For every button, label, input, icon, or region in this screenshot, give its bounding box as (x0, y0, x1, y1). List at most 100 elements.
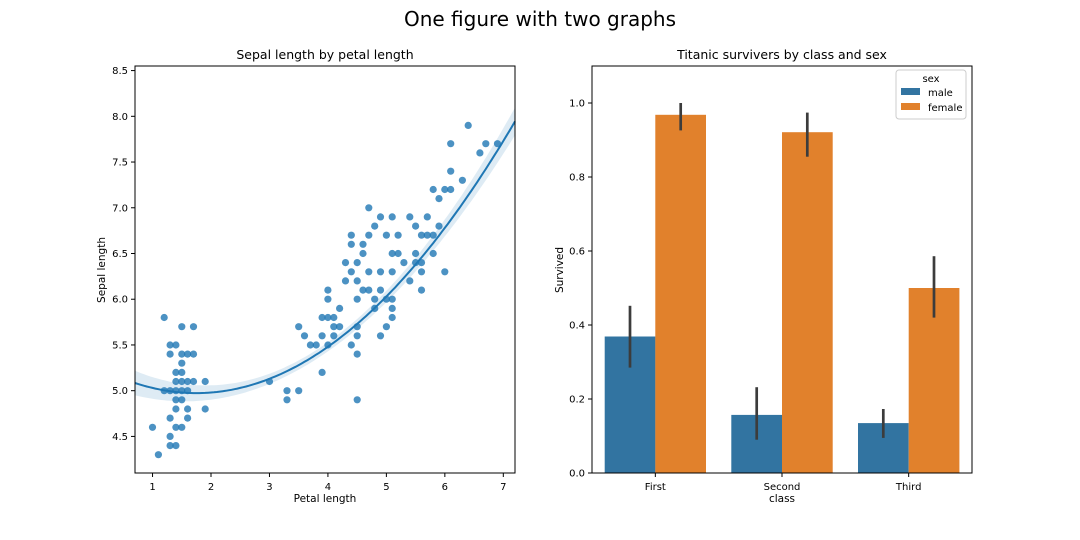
scatter-x-label: Petal length (294, 493, 357, 505)
scatter-point (365, 204, 373, 212)
scatter-point (172, 405, 180, 413)
scatter-point (417, 286, 426, 294)
legend-swatch-female (901, 103, 920, 110)
scatter-point (376, 332, 385, 340)
scatter-point (318, 332, 326, 340)
scatter-point (447, 140, 455, 148)
scatter-point (166, 341, 174, 349)
scatter-point (417, 268, 426, 276)
y-tick-label: 6.5 (112, 249, 128, 260)
scatter-point (318, 313, 326, 322)
scatter-point (172, 423, 180, 431)
scatter-point (458, 176, 466, 184)
scatter-points (148, 121, 502, 459)
y-tick-label: 0.4 (569, 321, 585, 332)
scatter-point (300, 332, 309, 340)
scatter-point (429, 249, 437, 258)
scatter-point (423, 213, 431, 221)
legend: sex male female (895, 69, 967, 120)
scatter-point (324, 341, 332, 349)
scatter-point (178, 323, 186, 331)
scatter-y-ticks: 4.5 5.0 5.5 6.0 6.5 7.0 7.5 8.0 8.5 (112, 66, 135, 443)
scatter-point (324, 295, 332, 303)
scatter-point (178, 396, 186, 404)
scatter-point (324, 286, 332, 294)
y-tick-label: 0.8 (569, 173, 585, 184)
scatter-point (388, 213, 396, 221)
scatter-point (435, 195, 443, 203)
scatter-point (429, 185, 437, 194)
x-tick-label: 3 (266, 482, 272, 493)
scatter-point (441, 268, 449, 276)
scatter-point (189, 377, 198, 386)
legend-title: sex (922, 74, 939, 85)
y-tick-label: 5.5 (112, 340, 128, 351)
scatter-point (166, 350, 174, 358)
scatter-point (312, 341, 320, 349)
y-tick-label: 8.0 (112, 112, 128, 123)
scatter-point (464, 121, 472, 129)
scatter-point (388, 268, 396, 276)
scatter-point (359, 249, 367, 258)
scatter-point (394, 231, 402, 239)
scatter-point (429, 231, 437, 239)
y-tick-label: 1.0 (569, 99, 585, 110)
scatter-point (353, 396, 361, 404)
y-tick-label: 4.5 (112, 432, 128, 443)
scatter-point (283, 387, 291, 395)
y-tick-label: 7.5 (112, 158, 128, 169)
x-tick-label: 1 (149, 482, 155, 493)
scatter-point (189, 350, 198, 358)
scatter-point (184, 377, 192, 386)
x-tick-label: 4 (325, 482, 331, 493)
scatter-point (359, 286, 367, 294)
scatter-axes-frame (134, 65, 516, 474)
scatter-point (406, 213, 414, 221)
scatter-point (347, 231, 355, 239)
scatter-point (184, 414, 192, 422)
fit-line (134, 120, 516, 395)
scatter-point (412, 249, 420, 258)
scatter-point (172, 396, 180, 404)
bar-y-label: Survived (554, 247, 566, 293)
scatter-point (382, 231, 390, 239)
scatter-point (388, 295, 396, 303)
scatter-point (359, 240, 367, 248)
scatter-point (423, 231, 431, 239)
scatter-point (447, 167, 455, 175)
regression-line (134, 120, 516, 395)
scatter-point (336, 323, 344, 331)
scatter-point (330, 313, 338, 322)
x-tick-label: Third (895, 482, 922, 493)
scatter-point (365, 286, 373, 294)
scatter-point (184, 350, 192, 358)
scatter-point (365, 268, 373, 276)
scatter-point (336, 304, 344, 312)
scatter-point (172, 368, 180, 376)
scatter-point (371, 222, 379, 230)
scatter-point (353, 295, 361, 303)
scatter-point (353, 277, 361, 285)
scatter-point (347, 341, 355, 349)
scatter-point (330, 323, 338, 331)
scatter-point (493, 140, 502, 148)
legend-swatch-male (901, 88, 920, 95)
scatter-point (295, 323, 303, 331)
scatter-point (353, 350, 361, 358)
scatter-point (283, 396, 291, 404)
x-tick-label: 5 (383, 482, 389, 493)
scatter-y-label: Sepal length (96, 237, 108, 303)
scatter-point (295, 387, 303, 395)
error-bars (628, 103, 936, 440)
scatter-point (166, 432, 174, 440)
scatter-point (172, 341, 180, 349)
y-tick-label: 0.0 (569, 469, 585, 480)
scatter-point (447, 185, 455, 194)
scatter-point (365, 231, 373, 239)
scatter-point (435, 222, 443, 230)
scatter-point (353, 332, 361, 340)
scatter-point (178, 350, 186, 358)
scatter-point (189, 323, 198, 331)
scatter-point (324, 313, 332, 322)
